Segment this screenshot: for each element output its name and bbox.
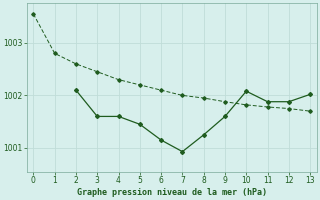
X-axis label: Graphe pression niveau de la mer (hPa): Graphe pression niveau de la mer (hPa) (77, 188, 267, 197)
